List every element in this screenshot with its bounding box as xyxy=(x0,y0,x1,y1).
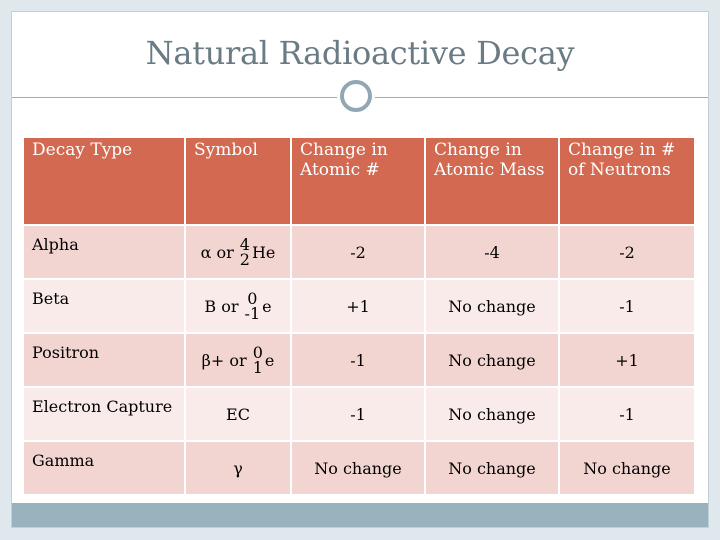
mass-change-cell: No change xyxy=(424,440,560,496)
atomic-change-cell: +1 xyxy=(290,278,426,334)
element-symbol: e xyxy=(262,296,272,316)
table-row: Electron Capture EC -1 No change -1 xyxy=(22,386,696,442)
atomic-number: -1 xyxy=(244,304,261,323)
element-symbol: He xyxy=(251,242,276,262)
atomic-change-cell: -1 xyxy=(290,332,426,388)
nuclide-numbers: 0 1 xyxy=(252,343,263,377)
symbol-cell: β+ or 0 1 e xyxy=(184,332,292,388)
atomic-change-cell: -2 xyxy=(290,224,426,280)
neutron-change-cell: -1 xyxy=(558,278,696,334)
atomic-number: 2 xyxy=(239,250,250,269)
decay-type-cell: Electron Capture xyxy=(22,386,186,442)
mass-number: 0 xyxy=(252,343,263,362)
nuclide-symbol: B or 0 -1 e xyxy=(204,289,272,323)
nuclide-numbers: 0 -1 xyxy=(244,289,261,323)
neutron-change-cell: +1 xyxy=(558,332,696,388)
table-row: Positron β+ or 0 1 e -1 No change +1 xyxy=(22,332,696,388)
symbol-cell: EC xyxy=(184,386,292,442)
nuclide-symbol: β+ or 0 1 e xyxy=(201,343,275,377)
decay-type-cell: Gamma xyxy=(22,440,186,496)
neutron-change-cell: -2 xyxy=(558,224,696,280)
header-decay-type: Decay Type xyxy=(22,136,186,226)
mass-change-cell: -4 xyxy=(424,224,560,280)
nuclide-numbers: 4 2 xyxy=(239,235,250,269)
decay-type-cell: Positron xyxy=(22,332,186,388)
symbol-prefix: B or xyxy=(204,296,239,316)
table-row: Gamma γ No change No change No change xyxy=(22,440,696,496)
decay-type-cell: Beta xyxy=(22,278,186,334)
mass-number: 4 xyxy=(239,235,250,254)
symbol-cell: α or 4 2 He xyxy=(184,224,292,280)
symbol-cell: B or 0 -1 e xyxy=(184,278,292,334)
decay-type-cell: Alpha xyxy=(22,224,186,280)
decay-table: Decay Type Symbol Change in Atomic # Cha… xyxy=(22,136,696,496)
header-symbol: Symbol xyxy=(184,136,292,226)
atomic-number: 1 xyxy=(252,358,263,377)
mass-number: 0 xyxy=(247,289,258,308)
neutron-change-cell: No change xyxy=(558,440,696,496)
atomic-change-cell: No change xyxy=(290,440,426,496)
header-atomic-mass-change: Change in Atomic Mass xyxy=(424,136,560,226)
table-header-row: Decay Type Symbol Change in Atomic # Cha… xyxy=(22,136,696,226)
slide-title: Natural Radioactive Decay xyxy=(145,34,575,72)
header-atomic-number-change: Change in Atomic # xyxy=(290,136,426,226)
table-row: Beta B or 0 -1 e +1 No change -1 xyxy=(22,278,696,334)
symbol-cell: γ xyxy=(184,440,292,496)
atomic-change-cell: -1 xyxy=(290,386,426,442)
mass-change-cell: No change xyxy=(424,332,560,388)
symbol-prefix: α or xyxy=(200,242,234,262)
nuclide-symbol: α or 4 2 He xyxy=(200,235,276,269)
neutron-change-cell: -1 xyxy=(558,386,696,442)
header-neutron-change: Change in # of Neutrons xyxy=(558,136,696,226)
footer-bar xyxy=(12,503,708,527)
table-row: Alpha α or 4 2 He -2 -4 -2 xyxy=(22,224,696,280)
circle-ornament-icon xyxy=(340,80,372,112)
symbol-prefix: β+ or xyxy=(201,350,247,370)
mass-change-cell: No change xyxy=(424,278,560,334)
mass-change-cell: No change xyxy=(424,386,560,442)
element-symbol: e xyxy=(264,350,275,370)
